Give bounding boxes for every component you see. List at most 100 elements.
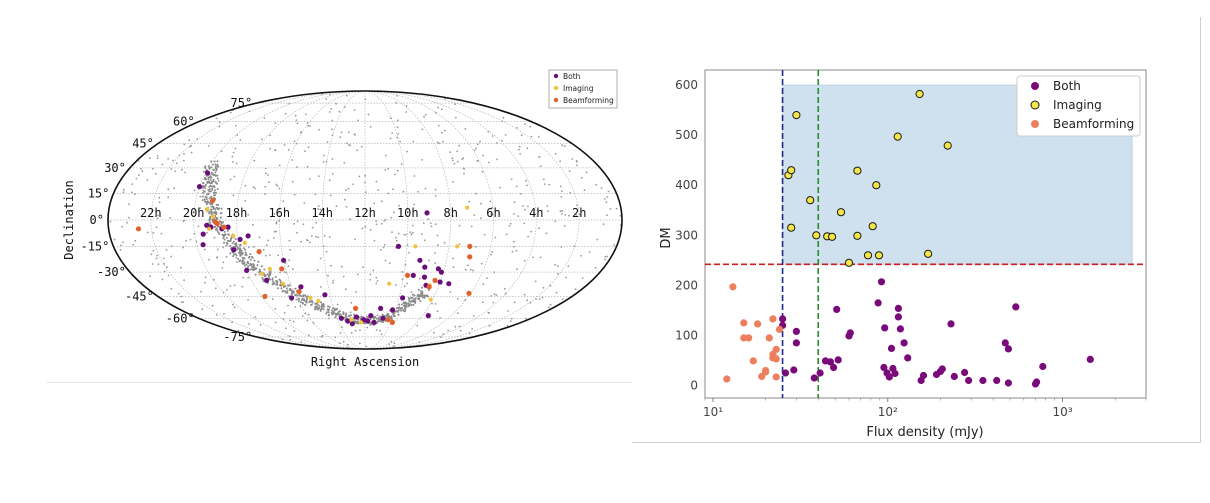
background-source — [317, 208, 320, 210]
y-tick-labels: 0 100 200 300 400 500 600 — [675, 78, 698, 392]
background-source — [211, 304, 214, 307]
background-source — [409, 231, 412, 234]
background-source — [216, 248, 219, 251]
background-source — [559, 210, 562, 213]
background-source — [401, 307, 404, 309]
background-source — [306, 297, 308, 300]
background-source — [457, 312, 459, 314]
background-source — [225, 255, 228, 258]
background-source — [283, 312, 286, 314]
point-imaging — [280, 281, 286, 286]
background-source — [523, 222, 526, 225]
background-source — [428, 259, 430, 262]
background-source — [215, 213, 218, 215]
background-source — [272, 237, 275, 239]
background-source — [262, 248, 265, 251]
background-source — [131, 183, 134, 186]
background-source — [375, 220, 378, 223]
background-source — [298, 299, 300, 302]
point-beamforming — [772, 355, 780, 363]
background-source — [232, 240, 235, 243]
background-source — [229, 252, 232, 255]
background-source — [278, 219, 280, 222]
point-both — [289, 295, 295, 301]
background-source — [276, 212, 279, 215]
background-source — [247, 213, 250, 216]
background-source — [585, 171, 588, 174]
background-source — [235, 244, 238, 246]
background-source — [513, 213, 515, 215]
background-source — [244, 251, 247, 254]
background-source — [515, 185, 518, 188]
background-source — [538, 227, 540, 230]
data-points — [723, 89, 1094, 388]
background-source — [393, 315, 395, 317]
background-source — [307, 125, 309, 127]
background-source — [218, 233, 221, 235]
point-beamforming — [754, 320, 762, 328]
background-source — [534, 280, 537, 283]
background-source — [375, 317, 378, 320]
background-source — [156, 157, 159, 159]
background-source — [210, 160, 213, 163]
background-source — [214, 287, 217, 290]
background-source — [134, 239, 137, 242]
point-both — [400, 295, 406, 301]
background-source — [240, 249, 243, 252]
point-both — [947, 320, 955, 328]
point-both — [225, 224, 231, 230]
background-source — [421, 233, 423, 236]
point-imaging — [806, 196, 815, 205]
background-source — [304, 150, 306, 153]
background-source — [330, 312, 333, 314]
background-source — [380, 320, 383, 323]
point-both — [834, 356, 842, 364]
background-source — [557, 272, 559, 275]
background-source — [232, 194, 235, 197]
background-source — [274, 307, 277, 310]
source-points — [135, 170, 473, 327]
background-source — [437, 124, 440, 127]
background-source — [472, 269, 474, 272]
background-source — [293, 223, 296, 225]
background-source — [283, 271, 286, 273]
y-tick-label: 600 — [675, 78, 698, 92]
legend: Both Imaging Beamforming — [1016, 75, 1141, 137]
background-source — [451, 157, 454, 159]
background-source — [291, 180, 294, 183]
background-source — [412, 300, 415, 302]
point-both — [874, 299, 882, 307]
background-source — [248, 255, 251, 258]
background-source — [373, 239, 376, 242]
background-source — [296, 231, 298, 234]
background-source — [254, 268, 257, 271]
background-source — [251, 265, 254, 268]
background-source — [526, 299, 528, 302]
background-source — [327, 314, 330, 317]
background-source — [397, 169, 399, 172]
point-imaging — [853, 231, 862, 240]
background-source — [213, 278, 215, 281]
point-both — [298, 284, 304, 290]
background-source — [424, 113, 427, 116]
point-both — [1031, 380, 1040, 388]
background-source — [607, 190, 610, 193]
background-source — [418, 341, 421, 344]
background-source — [174, 170, 177, 173]
background-source — [214, 210, 217, 213]
background-source — [606, 196, 609, 198]
background-source — [526, 147, 529, 150]
background-source — [482, 283, 485, 286]
background-source — [203, 186, 206, 189]
point-beamforming — [723, 375, 731, 383]
background-source — [330, 264, 332, 267]
background-source — [539, 256, 542, 259]
background-source — [161, 163, 164, 166]
background-source — [458, 243, 461, 245]
background-source — [480, 202, 482, 205]
background-source — [509, 222, 512, 225]
background-source — [383, 244, 386, 246]
background-source — [217, 204, 220, 206]
background-source — [482, 301, 484, 304]
point-both — [322, 292, 328, 298]
